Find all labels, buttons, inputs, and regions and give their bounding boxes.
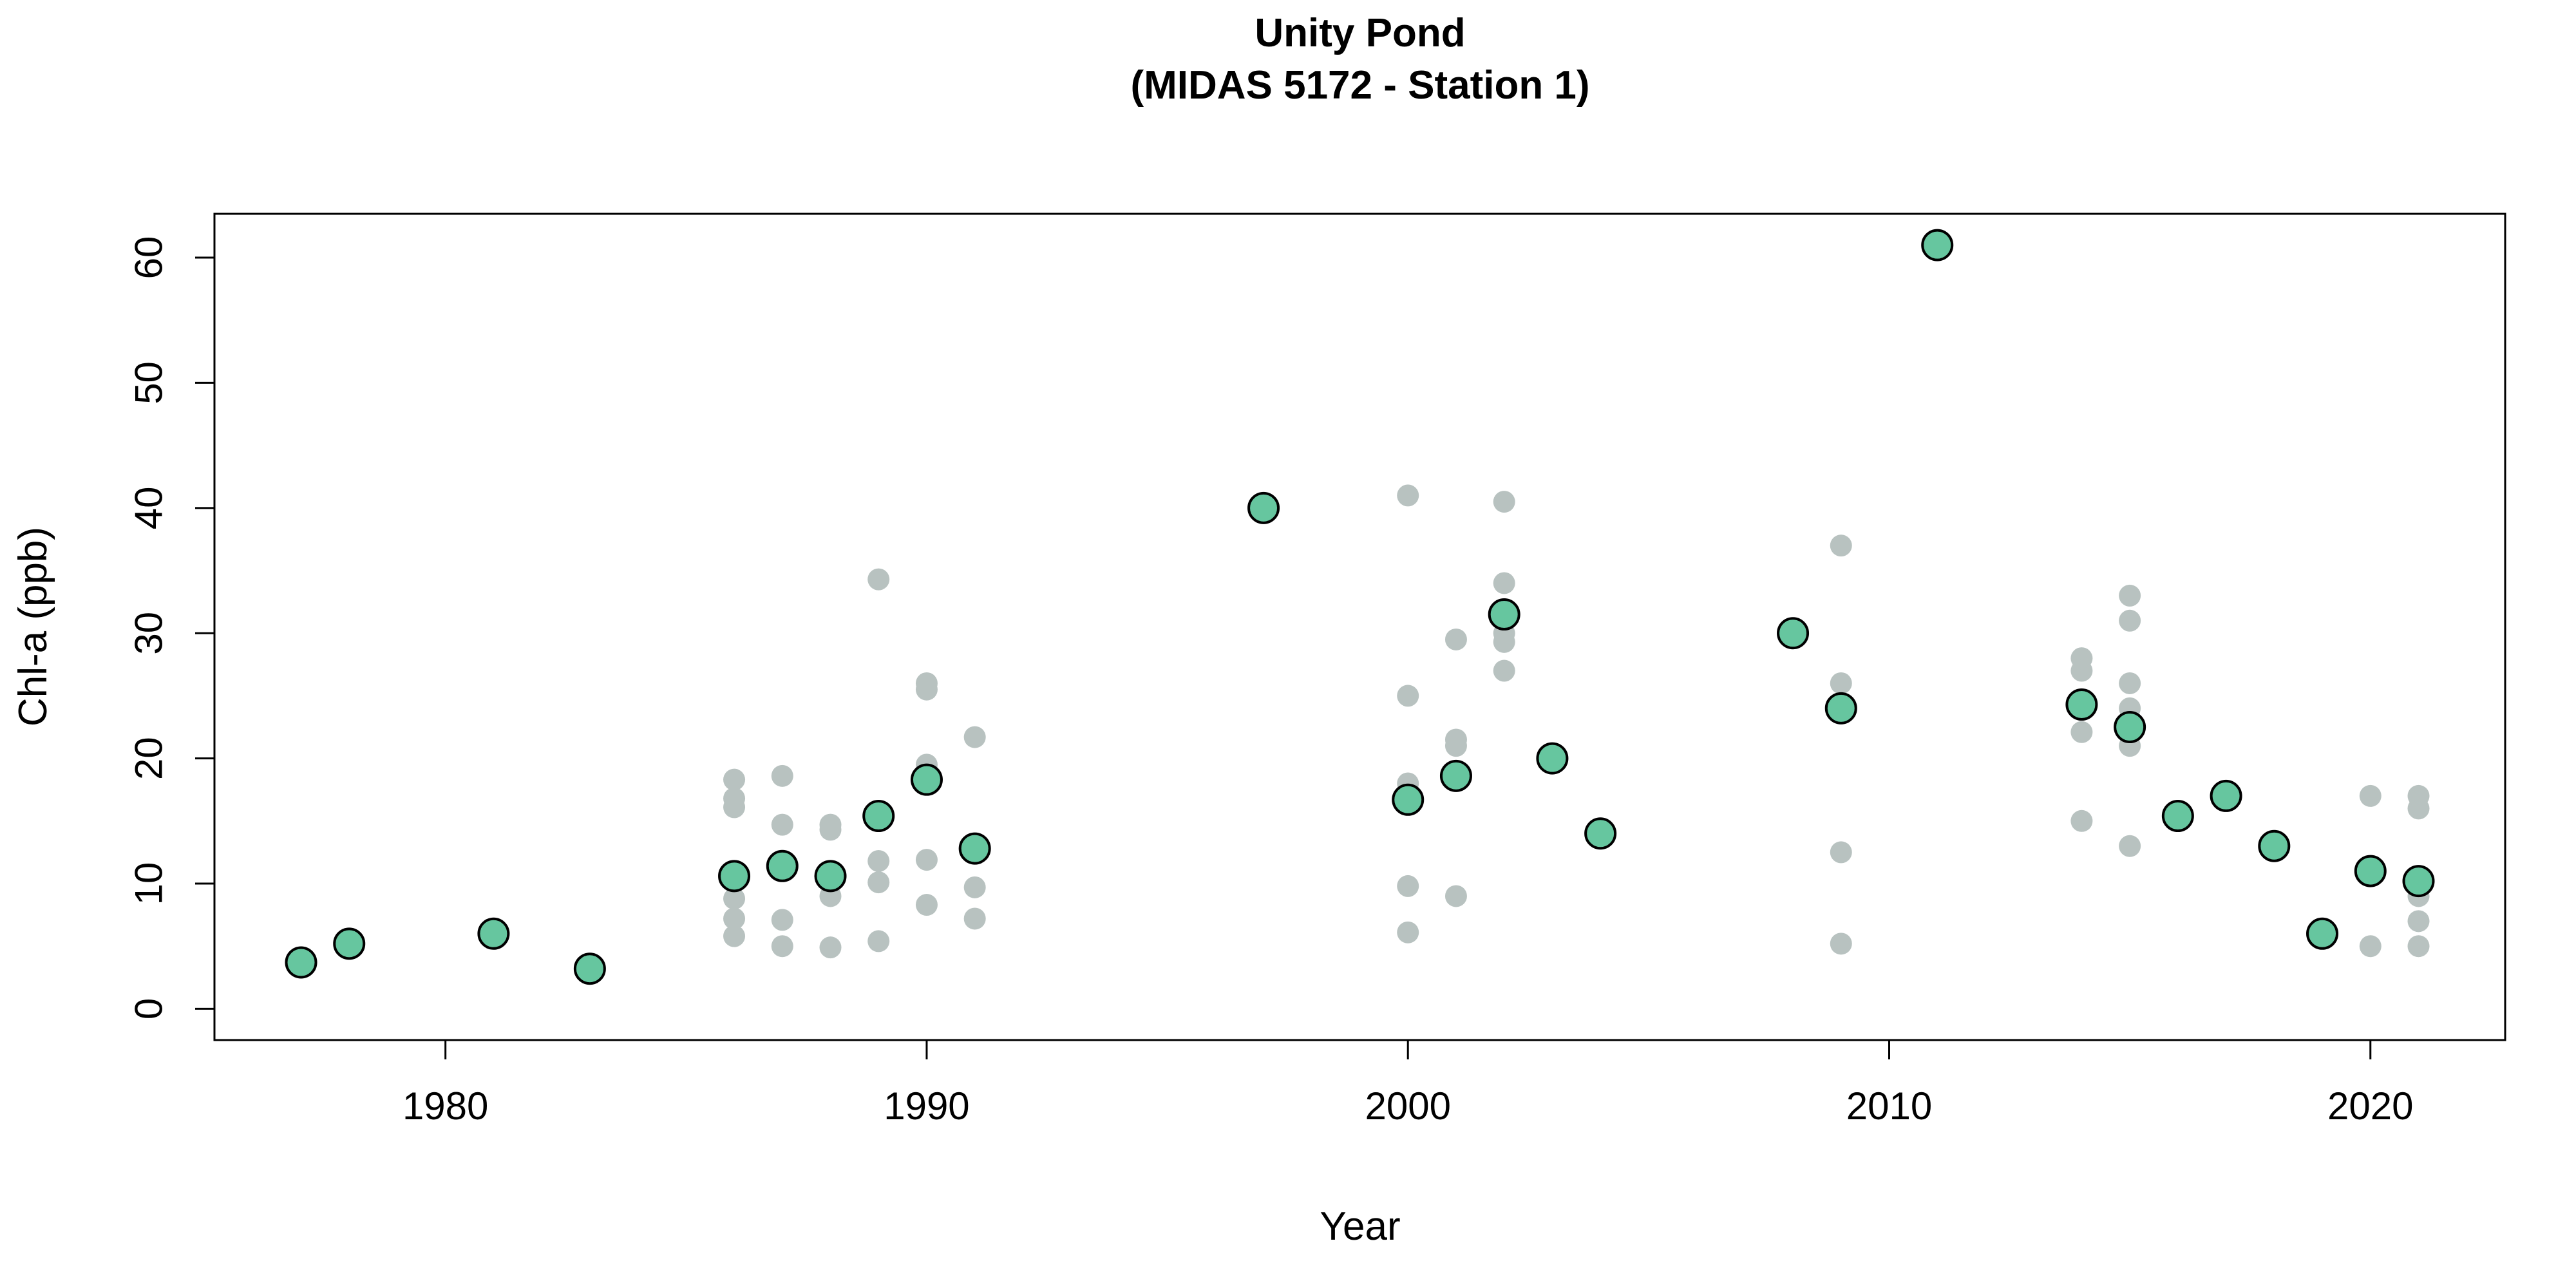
- x-tick-label: 2000: [1365, 1084, 1450, 1128]
- individual-point: [963, 726, 986, 748]
- mean-point: [1824, 692, 1857, 724]
- mean-point: [1439, 759, 1472, 792]
- x-axis: 1980 1990 2000 2010 2020: [402, 1039, 2414, 1128]
- individual-point: [963, 907, 986, 930]
- individual-point: [915, 894, 938, 916]
- mean-point: [958, 832, 991, 865]
- individual-point: [1493, 659, 1515, 682]
- individual-point: [1397, 921, 1419, 943]
- individual-point: [2070, 659, 2093, 682]
- individual-point: [2359, 784, 2382, 807]
- individual-point: [915, 678, 938, 701]
- mean-point: [1536, 742, 1569, 775]
- individual-point: [2407, 797, 2430, 820]
- mean-point: [2210, 779, 2242, 812]
- individual-point: [867, 930, 890, 952]
- individual-point: [723, 768, 746, 791]
- mean-point: [2065, 688, 2098, 721]
- mean-point: [1247, 491, 1280, 524]
- individual-point: [723, 796, 746, 819]
- individual-point: [771, 935, 793, 958]
- individual-point: [2119, 672, 2141, 694]
- individual-point: [723, 887, 746, 910]
- y-tick-label: 0: [128, 998, 171, 1019]
- mean-point: [477, 917, 510, 950]
- mean-point: [2258, 829, 2291, 862]
- individual-point: [1444, 628, 1467, 650]
- individual-point: [1830, 933, 1852, 955]
- individual-point: [2407, 910, 2430, 933]
- individual-point: [1397, 685, 1419, 707]
- y-axis: 0 10 20 30 40 50 60: [128, 236, 216, 1019]
- mean-point: [718, 860, 751, 893]
- mean-point: [333, 927, 366, 960]
- individual-point: [867, 871, 890, 894]
- individual-point: [1444, 735, 1467, 757]
- mean-point: [285, 946, 317, 979]
- chart-title: Unity Pond: [1255, 11, 1465, 55]
- mean-point: [2354, 855, 2387, 887]
- individual-point: [1397, 484, 1419, 507]
- individual-point: [723, 907, 746, 930]
- mean-point: [2114, 711, 2146, 744]
- individual-point: [723, 925, 746, 947]
- mean-point: [573, 952, 606, 985]
- mean-point: [766, 849, 799, 882]
- y-tick-label: 50: [128, 361, 171, 404]
- individual-point: [2070, 721, 2093, 743]
- individual-point: [2070, 810, 2093, 832]
- individual-point: [1830, 535, 1852, 557]
- mean-point: [862, 800, 895, 833]
- individual-point: [1493, 572, 1515, 594]
- individual-point: [1493, 491, 1515, 513]
- y-tick-label: 10: [128, 862, 171, 905]
- individual-point: [2119, 584, 2141, 607]
- chart-subtitle: (MIDAS 5172 - Station 1): [1130, 63, 1589, 108]
- mean-point: [910, 763, 943, 796]
- mean-point: [1488, 598, 1520, 631]
- y-axis-label: Chl-a (ppb): [11, 527, 55, 726]
- individual-point: [915, 849, 938, 871]
- individual-point: [1493, 630, 1515, 653]
- individual-point: [2407, 935, 2430, 958]
- mean-point: [2161, 800, 2194, 833]
- x-tick-label: 1990: [884, 1084, 969, 1128]
- individual-point: [867, 568, 890, 591]
- individual-point: [1830, 672, 1852, 694]
- y-tick-label: 30: [128, 612, 171, 655]
- individual-point: [771, 909, 793, 931]
- y-tick-label: 60: [128, 236, 171, 279]
- mean-point: [1392, 783, 1425, 816]
- individual-point: [2119, 835, 2141, 857]
- mean-point: [1584, 817, 1617, 850]
- individual-point: [819, 936, 842, 959]
- mean-point: [1777, 617, 1810, 650]
- mean-point: [2402, 865, 2435, 898]
- mean-points-series: [285, 229, 2435, 985]
- y-tick-label: 40: [128, 486, 171, 529]
- individual-point: [771, 764, 793, 787]
- individual-point: [2119, 609, 2141, 632]
- y-tick-label: 20: [128, 737, 171, 780]
- x-tick-label: 2020: [2327, 1084, 2413, 1128]
- mean-point: [1921, 229, 1954, 261]
- individual-point: [867, 850, 890, 873]
- individual-point: [771, 813, 793, 836]
- mean-point: [814, 860, 847, 893]
- x-tick-label: 1980: [402, 1084, 488, 1128]
- individual-point: [1830, 841, 1852, 864]
- individual-point: [963, 876, 986, 898]
- individual-point: [1397, 875, 1419, 897]
- mean-point: [2306, 917, 2339, 950]
- individual-point: [1444, 885, 1467, 907]
- x-tick-label: 2010: [1846, 1084, 1932, 1128]
- individual-point: [819, 819, 842, 841]
- individual-point: [2359, 935, 2382, 958]
- x-axis-label: Year: [1320, 1204, 1400, 1249]
